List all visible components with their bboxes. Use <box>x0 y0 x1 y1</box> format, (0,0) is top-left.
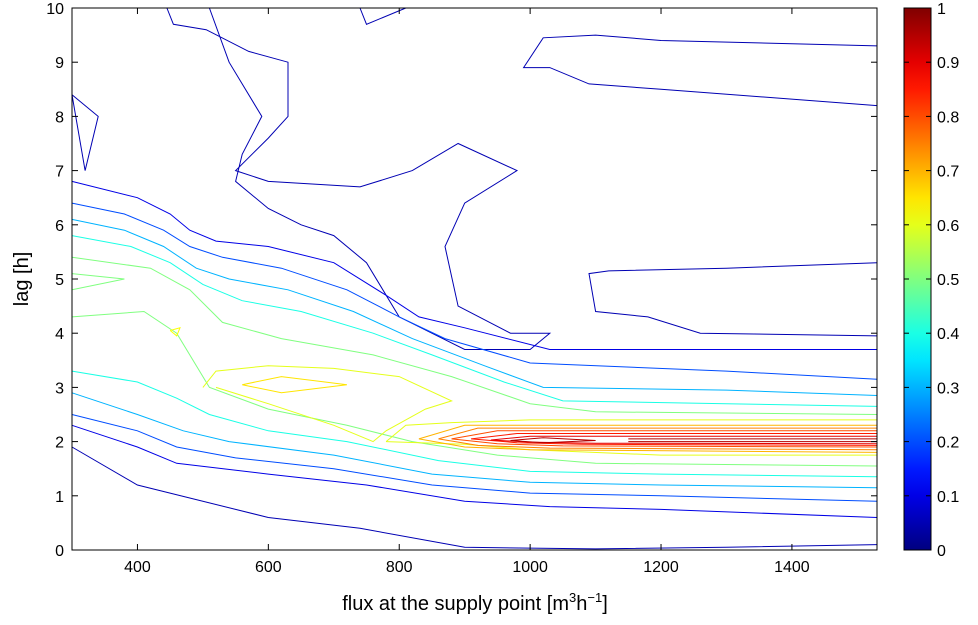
colorbar-tick-label: 0.8 <box>937 109 959 126</box>
y-tick-label: 9 <box>55 55 64 72</box>
contour-line-25 <box>451 430 877 440</box>
contour-line-11 <box>71 392 878 489</box>
x-tick-label: 600 <box>255 559 282 576</box>
x-tick-label: 1200 <box>643 559 679 576</box>
y-tick-label: 8 <box>55 109 64 126</box>
contour-lines <box>71 7 878 550</box>
y-tick-label: 1 <box>55 489 64 506</box>
contour-line-4 <box>588 262 878 337</box>
y-axis-label: lag [h] <box>11 252 33 306</box>
colorbar-tick-label: 0.5 <box>937 272 959 289</box>
contour-line-21 <box>418 424 877 440</box>
colorbar-tick-label: 0.7 <box>937 164 959 181</box>
contour-line-28 <box>471 438 878 446</box>
contour-line-23 <box>438 427 877 440</box>
y-axis: 0 1 2 3 4 5 6 7 8 9 10 <box>46 1 877 560</box>
contour-line-2 <box>359 7 406 25</box>
contour-line-32 <box>628 438 878 443</box>
y-tick-label: 0 <box>55 543 64 560</box>
colorbar-tick-label: 0.4 <box>937 326 959 343</box>
contour-line-16 <box>71 256 878 415</box>
contour-line-8 <box>71 202 878 380</box>
contour-line-17 <box>385 419 877 442</box>
colorbar-tick-label: 0.1 <box>937 489 959 506</box>
colorbar-ticks: 0 0.1 0.2 0.3 0.4 0.5 0.6 0.7 0.8 0.9 1 <box>904 1 959 560</box>
x-tick-label: 1000 <box>512 559 548 576</box>
contour-line-24 <box>438 438 878 451</box>
contour-line-27 <box>471 433 877 440</box>
x-axis: 400 600 800 1000 1200 1400 <box>124 8 810 576</box>
contour-line-13 <box>71 370 878 478</box>
colorbar: 0 0.1 0.2 0.3 0.4 0.5 0.6 0.7 0.8 0.9 1 <box>903 1 959 560</box>
contour-line-31 <box>510 437 596 444</box>
y-tick-label: 2 <box>55 435 64 452</box>
plot-area <box>71 7 878 551</box>
contour-line-15 <box>71 310 878 467</box>
colorbar-tick-label: 0.3 <box>937 380 959 397</box>
contour-line-12 <box>71 235 878 407</box>
contour-line-14 <box>71 273 125 291</box>
y-tick-label: 5 <box>55 272 64 289</box>
y-tick-label: 10 <box>46 1 64 18</box>
contour-line-6 <box>71 180 877 350</box>
contour-line-5 <box>71 446 878 550</box>
colorbar-tick-label: 0.9 <box>937 55 959 72</box>
colorbar-tick-label: 1 <box>937 1 946 18</box>
colorbar-tick-label: 0 <box>937 543 946 560</box>
x-axis-label: flux at the supply point [m3h−1] <box>342 590 608 615</box>
x-tick-label: 800 <box>386 559 413 576</box>
y-tick-label: 6 <box>55 218 64 235</box>
contour-line-1 <box>166 7 552 350</box>
x-tick-label: 1400 <box>774 559 810 576</box>
contour-line-26 <box>451 438 878 448</box>
contour-line-33 <box>169 327 181 337</box>
contour-line-3 <box>522 34 878 107</box>
y-tick-label: 7 <box>55 164 64 181</box>
contour-line-29 <box>490 435 877 441</box>
contour-line-20 <box>242 376 347 394</box>
contour-line-0 <box>71 94 99 171</box>
y-tick-label: 4 <box>55 326 64 343</box>
contour-line-18 <box>202 365 453 443</box>
colorbar-tick-label: 0.6 <box>937 218 959 235</box>
y-tick-label: 3 <box>55 380 64 397</box>
contour-line-7 <box>71 424 878 518</box>
contour-line-22 <box>418 438 878 453</box>
contour-line-9 <box>71 414 878 502</box>
x-tick-label: 400 <box>124 559 151 576</box>
contour-line-30 <box>490 439 878 445</box>
colorbar-tick-label: 0.2 <box>937 435 959 452</box>
contour-line-10 <box>71 218 878 396</box>
